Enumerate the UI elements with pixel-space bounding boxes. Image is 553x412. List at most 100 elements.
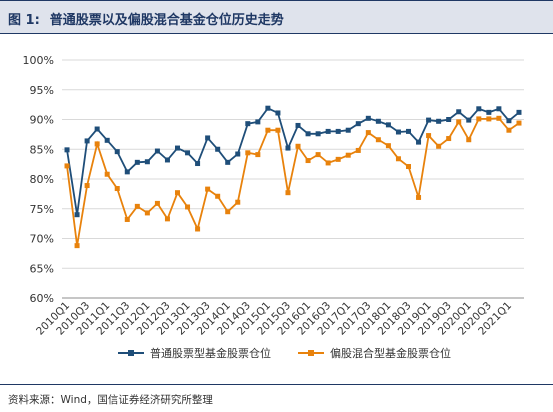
legend: 普通股票型基金股票仓位 偏股混合型基金股票仓位 — [118, 346, 451, 360]
data-point — [154, 148, 160, 154]
y-tick-label: 85% — [30, 143, 54, 156]
data-point — [305, 158, 311, 164]
data-point — [215, 193, 221, 199]
data-point — [104, 171, 110, 177]
data-point — [64, 163, 70, 169]
data-point — [134, 203, 140, 209]
data-point — [305, 131, 311, 137]
x-axis-ticks: 2010Q12010Q32011Q12011Q32012Q12012Q32013… — [34, 300, 514, 338]
series-1 — [64, 105, 522, 218]
data-point — [466, 137, 472, 143]
data-point — [94, 141, 100, 147]
data-point — [516, 120, 522, 126]
data-point — [164, 216, 170, 222]
data-point — [516, 109, 522, 115]
data-point — [195, 226, 201, 232]
data-point — [446, 117, 452, 122]
data-point — [345, 127, 351, 133]
legend-marker — [308, 350, 314, 356]
data-point — [486, 116, 492, 122]
data-point — [406, 128, 411, 134]
data-point — [185, 150, 191, 156]
data-point — [225, 209, 231, 215]
data-point — [335, 128, 341, 134]
y-tick-label: 60% — [30, 292, 54, 305]
series-line — [66, 117, 520, 246]
data-point — [416, 139, 422, 145]
data-point — [476, 116, 482, 122]
figure-title: 图 1: 普通股票以及偏股混合基金仓位历史走势 — [8, 9, 284, 28]
data-point — [406, 164, 411, 170]
data-point — [154, 200, 160, 206]
y-tick-label: 65% — [30, 262, 54, 275]
y-tick-label: 75% — [30, 203, 54, 216]
figure-header: 图 1: 普通股票以及偏股混合基金仓位历史走势 — [0, 0, 553, 34]
data-point — [335, 156, 341, 162]
data-point — [265, 105, 271, 111]
data-point — [436, 118, 442, 124]
data-point — [476, 106, 482, 112]
data-point — [215, 146, 221, 152]
data-point — [385, 143, 391, 149]
data-point — [325, 128, 331, 134]
data-point — [506, 127, 512, 133]
data-point — [64, 147, 70, 153]
data-point — [486, 109, 492, 115]
data-point — [355, 147, 361, 153]
line-chart: 60% 65% 70% 75% 80% 85% 90% 95% 100% 2010Q12010Q… — [23, 54, 524, 360]
data-point — [205, 186, 211, 192]
data-point — [385, 122, 391, 128]
data-point — [195, 161, 201, 167]
data-point — [315, 152, 321, 158]
data-point — [124, 216, 130, 222]
data-point — [496, 115, 502, 121]
data-point — [436, 143, 442, 149]
data-point — [365, 130, 371, 136]
data-point — [175, 190, 180, 196]
y-tick-label: 90% — [30, 114, 54, 127]
data-point — [114, 186, 120, 192]
data-point — [144, 210, 150, 216]
data-point — [245, 121, 251, 127]
data-point — [275, 110, 281, 116]
figure-title-text: 普通股票以及偏股混合基金仓位历史走势 — [49, 13, 284, 28]
data-point — [295, 122, 301, 128]
data-point — [426, 133, 432, 139]
data-point — [446, 136, 452, 142]
data-point — [466, 117, 472, 123]
data-point — [235, 151, 241, 157]
data-point — [325, 160, 331, 166]
data-point — [84, 138, 90, 144]
data-point — [255, 119, 261, 125]
data-point — [315, 131, 321, 137]
footer: 资料来源：Wind，国信证券经济研究所整理 — [0, 384, 553, 412]
data-point — [114, 149, 120, 155]
data-point — [245, 150, 251, 156]
data-point — [416, 194, 422, 200]
data-point — [345, 152, 351, 158]
data-point — [365, 115, 371, 121]
y-tick-label: 70% — [30, 233, 54, 246]
source-note: 资料来源：Wind，国信证券经济研究所整理 — [8, 394, 213, 406]
data-point — [395, 156, 401, 162]
data-point — [285, 145, 291, 151]
data-point — [456, 119, 462, 125]
y-tick-label: 80% — [30, 173, 54, 186]
data-point — [164, 157, 170, 163]
data-point — [185, 204, 191, 210]
data-point — [175, 145, 180, 151]
data-point — [255, 152, 261, 158]
data-point — [235, 199, 241, 205]
data-point — [84, 183, 90, 189]
data-point — [375, 137, 381, 143]
legend-label: 偏股混合型基金股票仓位 — [330, 346, 451, 360]
data-point — [426, 117, 432, 123]
legend-marker — [128, 350, 134, 356]
data-point — [74, 212, 80, 218]
series-2 — [64, 115, 522, 249]
data-point — [124, 169, 130, 175]
y-axis-ticks: 60% 65% 70% 75% 80% 85% 90% 95% 100% — [23, 54, 54, 305]
figure-label: 图 1: — [8, 13, 40, 28]
data-point — [275, 127, 281, 133]
series-lines — [64, 105, 522, 249]
